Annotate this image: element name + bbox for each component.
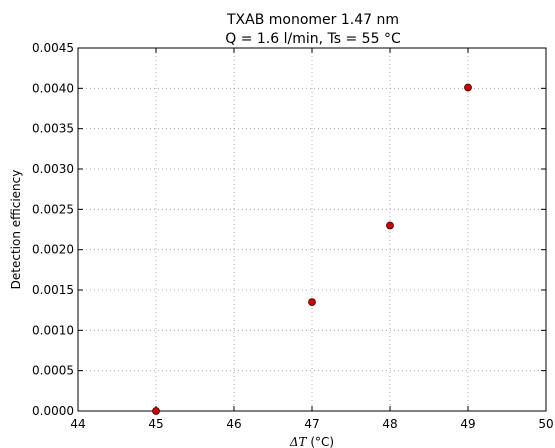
- data-point: [308, 298, 316, 307]
- chart-subtitle: Q = 1.6 l/min, Ts = 55 °C: [225, 31, 401, 47]
- x-axis-label: ΔT (°C): [289, 435, 334, 448]
- data-point: [386, 221, 394, 230]
- y-axis-label: Detection efficiency: [9, 170, 23, 290]
- x-tick-label: 48: [382, 417, 397, 431]
- y-tick-label: 0.0040: [32, 81, 74, 95]
- x-tick-label: 50: [538, 417, 553, 431]
- y-tick-label: 0.0010: [32, 323, 74, 337]
- y-tick-label: 0.0030: [32, 162, 74, 176]
- y-tick-label: 0.0035: [32, 122, 74, 136]
- y-tick-label: 0.0025: [32, 202, 74, 216]
- y-tick-label: 0.0005: [32, 364, 74, 378]
- plot-area-frame: [77, 47, 547, 412]
- x-axis-label-symbol: ΔT: [289, 435, 308, 448]
- x-tick-label: 45: [148, 417, 163, 431]
- y-tick-labels: 0.0000 0.0005 0.0010 0.0015 0.0020 0.0025 0.00…: [32, 41, 74, 418]
- x-axis-label-unit: (°C): [307, 435, 335, 448]
- x-tick-label: 47: [304, 417, 319, 431]
- y-tick-label: 0.0000: [32, 404, 74, 418]
- x-tick-label: 44: [70, 417, 85, 431]
- data-point: [152, 407, 160, 415]
- data-point: [464, 83, 472, 92]
- data-points: [152, 83, 472, 415]
- grid-lines: [78, 48, 546, 411]
- chart-title: TXAB monomer 1.47 nm: [226, 12, 399, 28]
- x-tick-labels: 44 45 46 47 48 49 50: [70, 417, 553, 431]
- y-tick-label: 0.0045: [32, 41, 74, 55]
- y-tick-label: 0.0015: [32, 283, 74, 297]
- y-tick-label: 0.0020: [32, 243, 74, 257]
- x-tick-label: 49: [460, 417, 475, 431]
- x-tick-label: 46: [226, 417, 241, 431]
